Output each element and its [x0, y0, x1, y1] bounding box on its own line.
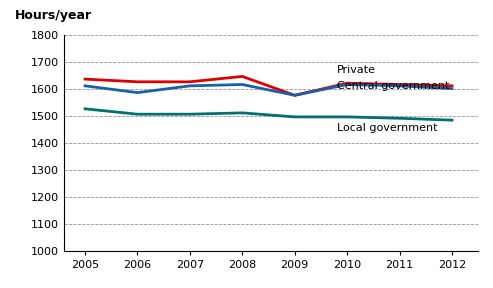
Text: Private: Private [337, 65, 376, 75]
Text: Central government: Central government [337, 82, 449, 91]
Text: Local government: Local government [337, 123, 437, 133]
Text: Hours/year: Hours/year [14, 9, 92, 22]
